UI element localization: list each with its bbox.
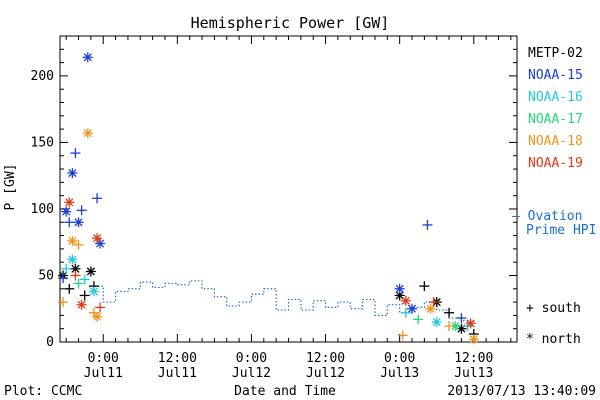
legend-item: NOAA-17 — [528, 112, 583, 127]
data-point-noaa-15 — [58, 273, 69, 284]
x-tick-label-date: Jul11 — [158, 366, 197, 381]
data-point-metp-02 — [444, 307, 455, 318]
x-axis-label: Date and Time — [234, 384, 336, 399]
legend: METP-02 NOAA-15 NOAA-16 NOAA-17 NOAA-18 NOAA-… — [512, 46, 596, 347]
x-tick-label-date: Jul13 — [454, 366, 493, 381]
data-point-noaa-15 — [67, 168, 78, 179]
data-point-noaa-18 — [92, 311, 103, 322]
data-point-noaa-16 — [400, 307, 411, 318]
data-point-noaa-16 — [431, 317, 442, 328]
data-point-noaa-15 — [76, 205, 87, 216]
data-point-noaa-15 — [95, 238, 106, 249]
legend-item: NOAA-15 — [528, 68, 583, 83]
data-point-noaa-18 — [67, 235, 78, 246]
data-point-noaa-15 — [407, 303, 418, 314]
plot-timestamp: 2013/07/13 13:40:09 — [447, 384, 596, 399]
data-point-noaa-18 — [73, 239, 84, 250]
data-point-noaa-15 — [456, 313, 467, 324]
data-point-noaa-17 — [413, 314, 424, 325]
legend-ovation-label: Prime HPI — [526, 223, 596, 238]
data-markers — [58, 52, 479, 345]
x-tick-label-time: 0:00 — [236, 351, 267, 366]
chart-title: Hemispheric Power [GW] — [191, 14, 390, 32]
data-point-noaa-16 — [88, 286, 99, 297]
y-tick-label: 50 — [38, 268, 54, 283]
data-point-noaa-15 — [73, 217, 84, 228]
data-point-noaa-15 — [64, 217, 75, 228]
data-point-noaa-18 — [58, 297, 69, 308]
x-tick-label-date: Jul11 — [84, 366, 123, 381]
data-point-noaa-18 — [444, 321, 455, 332]
data-point-noaa-19 — [64, 197, 75, 208]
data-point-metp-02 — [85, 266, 96, 277]
legend-ovation-label: — Ovation — [512, 209, 582, 224]
data-point-noaa-19 — [92, 233, 103, 244]
data-point-noaa-15 — [92, 193, 103, 204]
data-point-noaa-15 — [394, 283, 405, 294]
y-axis-label: P [GW] — [3, 164, 18, 211]
x-tick-label-time: 0:00 — [88, 351, 119, 366]
axes: 0501001502000:00Jul1112:00Jul110:00Jul12… — [31, 35, 518, 381]
data-point-metp-02 — [64, 283, 75, 294]
data-point-noaa-16 — [61, 263, 72, 274]
legend-item: NOAA-16 — [528, 90, 583, 105]
legend-item: NOAA-19 — [528, 156, 583, 171]
x-tick-label-time: 12:00 — [306, 351, 345, 366]
y-tick-label: 100 — [31, 202, 54, 217]
x-tick-label-date: Jul13 — [380, 366, 419, 381]
data-point-metp-02 — [419, 281, 430, 292]
data-point-noaa-19 — [400, 295, 411, 306]
data-point-noaa-16 — [67, 254, 78, 265]
data-point-noaa-18 — [397, 330, 408, 341]
legend-item: NOAA-18 — [528, 134, 583, 149]
x-tick-label-time: 0:00 — [384, 351, 415, 366]
legend-item: METP-02 — [528, 46, 583, 61]
data-point-noaa-18 — [468, 334, 479, 345]
data-point-noaa-18 — [82, 128, 93, 139]
y-tick-label: 200 — [31, 69, 54, 84]
data-point-noaa-19 — [70, 270, 81, 281]
data-point-noaa-15 — [82, 52, 93, 63]
data-point-noaa-15 — [70, 148, 81, 159]
data-point-noaa-16 — [79, 274, 90, 285]
x-tick-label-time: 12:00 — [454, 351, 493, 366]
y-tick-label: 150 — [31, 135, 54, 150]
y-tick-label: 0 — [46, 335, 54, 350]
data-point-noaa-15 — [422, 219, 433, 230]
x-tick-label-date: Jul12 — [232, 366, 271, 381]
data-point-noaa-19 — [428, 297, 439, 308]
data-point-noaa-18 — [425, 303, 436, 314]
data-point-noaa-19 — [76, 299, 87, 310]
x-tick-label-date: Jul12 — [306, 366, 345, 381]
data-point-noaa-17 — [73, 278, 84, 289]
data-point-noaa-15 — [61, 206, 72, 217]
plot-credit: Plot: CCMC — [4, 384, 82, 399]
data-point-noaa-19 — [465, 318, 476, 329]
data-point-noaa-19 — [95, 302, 106, 313]
x-tick-label-time: 12:00 — [158, 351, 197, 366]
legend-south-marker: + south — [526, 301, 581, 316]
data-point-metp-02 — [79, 290, 90, 301]
legend-north-marker: * north — [526, 332, 581, 347]
